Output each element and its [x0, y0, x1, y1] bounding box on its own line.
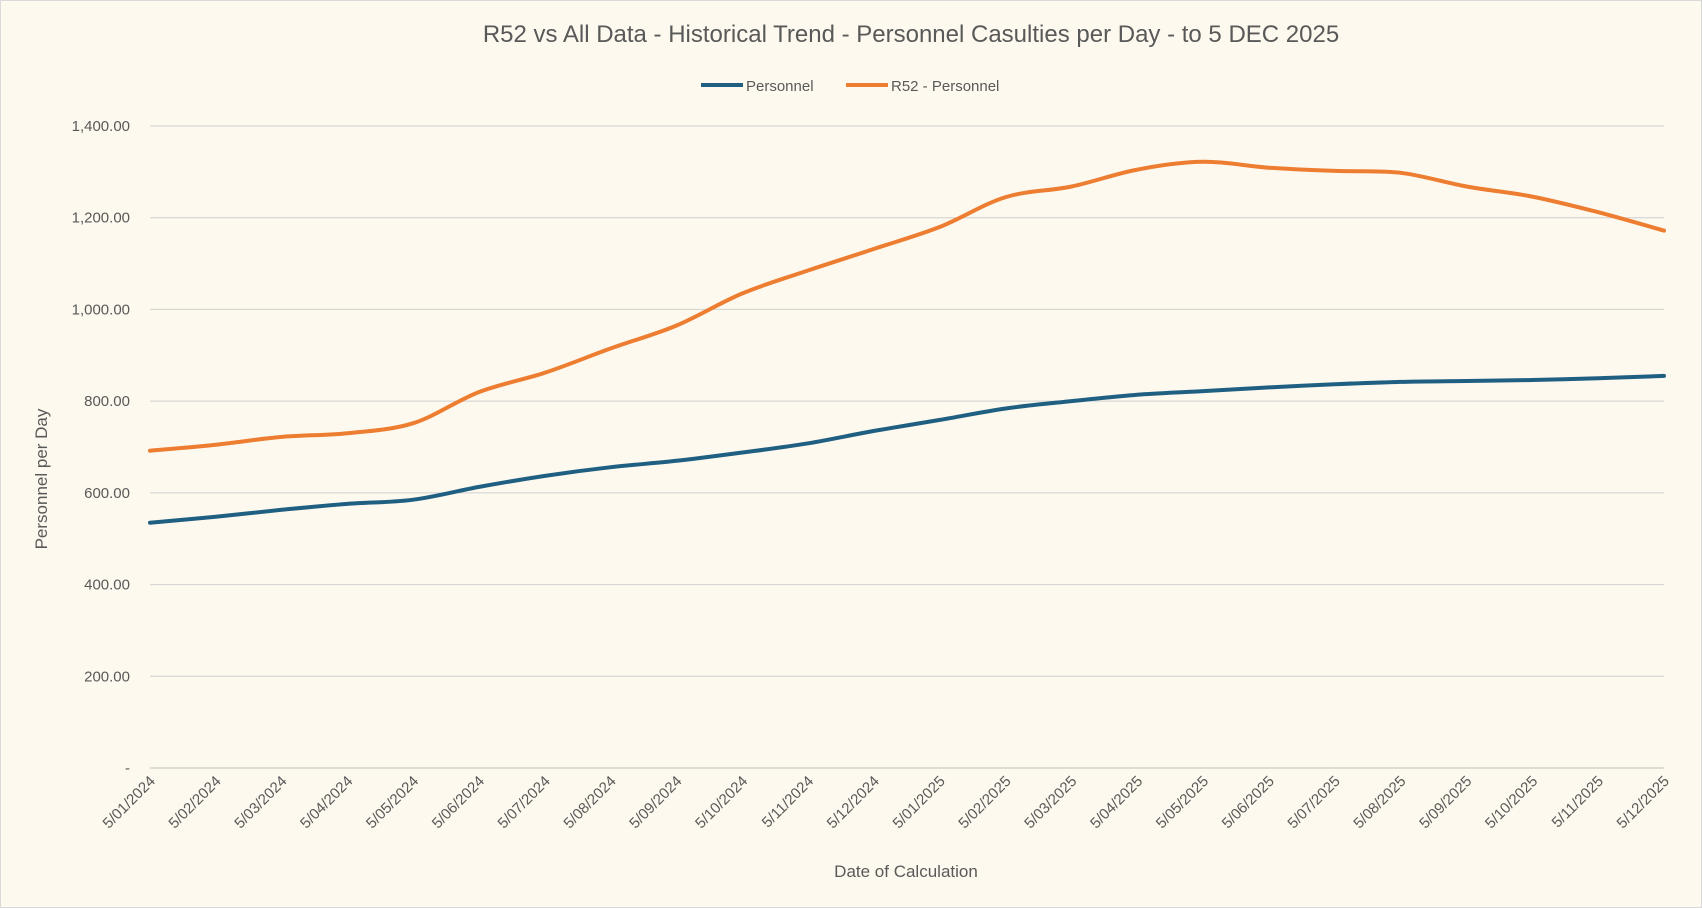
x-tick-label: 5/07/2024: [495, 773, 554, 832]
x-tick-label: 5/11/2024: [759, 773, 817, 831]
legend-label-personnel: Personnel: [746, 78, 814, 95]
chart-title: R52 vs All Data - Historical Trend - Per…: [483, 21, 1339, 48]
y-tick-label: 400.00: [84, 577, 130, 594]
x-tick-label: 5/09/2024: [626, 773, 685, 832]
x-tick-label: 5/01/2024: [100, 773, 159, 832]
x-tick-label: 5/08/2024: [560, 773, 619, 832]
y-tick-label: 1,400.00: [72, 118, 130, 135]
x-tick-label: 5/06/2024: [429, 773, 488, 832]
legend: Personnel R52 - Personnel: [701, 78, 999, 95]
x-tick-label: 5/10/2025: [1482, 773, 1541, 832]
y-tick-label: 800.00: [84, 393, 130, 410]
y-tick-label: 600.00: [84, 485, 130, 502]
x-tick-label: 5/02/2025: [955, 773, 1014, 832]
x-tick-label: 5/10/2024: [692, 773, 751, 832]
x-tick-label: 5/01/2025: [890, 773, 949, 832]
y-tick-label: 1,200.00: [72, 210, 130, 227]
x-tick-label: 5/12/2025: [1614, 773, 1673, 832]
x-tick-label: 5/08/2025: [1350, 773, 1409, 832]
legend-label-r52-personnel: R52 - Personnel: [891, 78, 999, 95]
series-lines: [148, 159, 1666, 525]
x-tick-label: 5/09/2025: [1416, 773, 1475, 832]
y-tick-label: 1,000.00: [72, 301, 130, 318]
x-tick-label: 5/05/2025: [1153, 773, 1212, 832]
x-tick-label: 5/03/2024: [231, 773, 290, 832]
x-tick-label: 5/04/2024: [297, 773, 356, 832]
y-axis-title: Personnel per Day: [32, 408, 51, 549]
x-tick-label: 5/06/2025: [1219, 773, 1278, 832]
x-axis-ticks: 5/01/2024 5/02/2024 5/03/2024 5/04/2024 5/05…: [100, 773, 1673, 832]
y-tick-label: -: [125, 760, 130, 777]
series-line-r52-personnel: [148, 159, 1666, 453]
series-line-personnel: [148, 373, 1666, 525]
x-tick-label: 5/04/2025: [1087, 773, 1146, 832]
y-axis-ticks: - 200.00 400.00 600.00 800.00 1,000.00 1,200.0…: [72, 118, 130, 777]
x-tick-label: 5/11/2025: [1549, 773, 1607, 831]
x-tick-label: 5/05/2024: [363, 773, 422, 832]
x-tick-label: 5/02/2024: [165, 773, 224, 832]
gridlines: [150, 125, 1664, 769]
x-tick-label: 5/03/2025: [1021, 773, 1080, 832]
x-tick-label: 5/07/2025: [1284, 773, 1343, 832]
y-tick-label: 200.00: [84, 668, 130, 685]
x-tick-label: 5/12/2024: [824, 773, 883, 832]
x-axis-title: Date of Calculation: [834, 862, 978, 881]
